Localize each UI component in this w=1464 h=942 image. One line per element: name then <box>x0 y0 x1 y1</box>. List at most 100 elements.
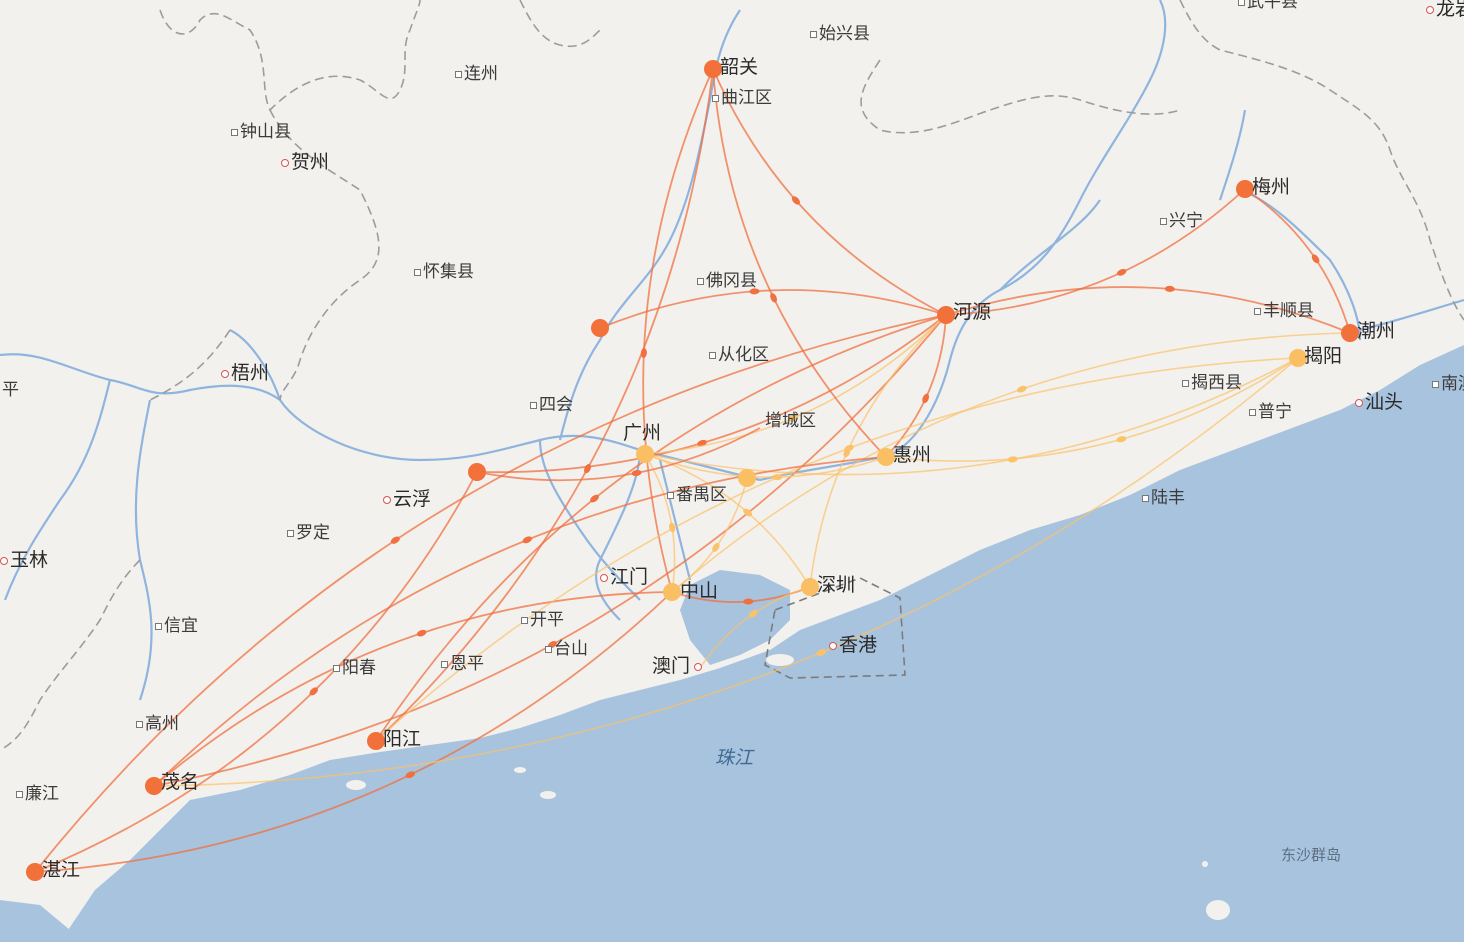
label-xinyi: 信宜 <box>155 618 198 635</box>
flow-line-heyuan-shenzhen <box>809 314 947 588</box>
label-xianggang: 香港 <box>829 636 877 655</box>
flow-particle <box>816 649 827 656</box>
city-node-huizhou[interactable] <box>877 448 895 466</box>
label-zhanjiang: 湛江 <box>42 859 81 881</box>
flow-particle <box>584 463 592 474</box>
square-marker-icon <box>441 660 448 668</box>
hk-border <box>764 577 906 679</box>
city-node-guangzhou[interactable] <box>636 445 654 463</box>
flow-particle <box>748 609 758 618</box>
label-huaiji: 怀集县 <box>414 264 474 281</box>
square-marker-icon <box>333 664 340 672</box>
red-circle-marker-icon <box>383 495 391 504</box>
flow-particle <box>791 196 801 205</box>
label-wuzhou: 梧州 <box>221 364 269 383</box>
label-shaoguan: 韶关 <box>720 56 759 78</box>
label-fogang: 佛冈县 <box>697 273 757 290</box>
square-marker-icon <box>709 351 716 359</box>
label-lianzhou: 连州 <box>455 66 498 83</box>
square-marker-icon <box>455 70 462 78</box>
square-marker-icon <box>1238 0 1245 6</box>
flow-line-shaoguan-huizhou <box>712 68 887 458</box>
flow-particle <box>743 598 754 605</box>
label-shantou: 汕头 <box>1355 393 1403 412</box>
city-node-shaoguan[interactable] <box>704 60 722 78</box>
city-node-zhanjiang[interactable] <box>26 863 44 881</box>
city-node-meizhou[interactable] <box>1236 180 1254 198</box>
flow-particle <box>522 536 533 544</box>
city-node-dongguan[interactable] <box>738 469 756 487</box>
square-marker-icon <box>1254 307 1261 315</box>
label-qujiang: 曲江区 <box>712 90 772 107</box>
square-marker-icon <box>1249 408 1256 416</box>
flow-particle <box>749 288 760 295</box>
label-panyu: 番禺区 <box>667 487 727 504</box>
label-meizhou: 梅州 <box>1252 176 1291 198</box>
flow-particle <box>590 494 599 503</box>
label-jieyang: 揭阳 <box>1304 345 1343 367</box>
square-marker-icon <box>1432 380 1439 388</box>
label-hezhou: 贺州 <box>281 153 329 172</box>
label-kaiping: 开平 <box>521 612 564 629</box>
flow-particle <box>922 393 930 404</box>
city-node-maoming[interactable] <box>145 777 163 795</box>
label-zhongshan: 中山 <box>680 580 719 602</box>
label-gaozhou: 高州 <box>136 716 179 733</box>
label-yunfu: 云浮 <box>383 490 431 509</box>
flow-particle <box>772 474 783 481</box>
flow-line-heyuan-guangzhou <box>644 314 947 455</box>
flow-line-heyuan-shaoguan <box>712 68 947 316</box>
flow-particle <box>631 469 642 477</box>
flow-particle <box>416 629 427 637</box>
city-node-chaozhou[interactable] <box>1341 324 1359 342</box>
square-marker-icon <box>155 622 162 630</box>
square-marker-icon <box>287 529 294 537</box>
red-circle-marker-icon <box>281 158 289 167</box>
square-marker-icon <box>545 645 552 653</box>
label-yulin: 玉林 <box>0 551 48 570</box>
label-conghua: 从化区 <box>709 347 769 364</box>
flow-line-zhaoqing-zengcheng <box>476 427 761 482</box>
city-node-qingyuan[interactable] <box>591 319 609 337</box>
square-marker-icon <box>231 128 238 136</box>
south-china-sea <box>0 345 1464 942</box>
flow-line-maoming-zhongshan <box>153 591 673 787</box>
square-marker-icon <box>697 277 704 285</box>
square-marker-icon <box>530 401 537 409</box>
square-marker-icon <box>712 94 719 102</box>
flow-line-heyuan-huizhou <box>885 314 947 458</box>
flow-particle <box>788 414 798 422</box>
label-zhongshan-county: 钟山县 <box>231 124 291 141</box>
red-circle-marker-icon <box>600 573 608 582</box>
label-nanao: 南澳 <box>1432 376 1464 393</box>
pearl-river-estuary <box>680 570 790 665</box>
square-marker-icon <box>1182 379 1189 387</box>
city-node-zhongshan[interactable] <box>663 583 681 601</box>
label-aomen: 澳门 <box>652 657 704 676</box>
label-lianjiang: 廉江 <box>16 786 59 803</box>
flow-particle <box>844 444 854 452</box>
flow-particle <box>390 536 400 544</box>
islands <box>346 516 1230 920</box>
city-node-jieyang[interactable] <box>1289 349 1307 367</box>
label-guangzhou: 广州 <box>623 422 662 444</box>
flow-particle <box>1311 254 1320 264</box>
square-marker-icon <box>414 268 421 276</box>
leizhou-strait <box>0 900 70 942</box>
city-node-heyuan[interactable] <box>937 306 955 324</box>
square-marker-icon <box>521 616 528 624</box>
flow-particle <box>405 771 416 779</box>
label-taishan: 台山 <box>545 641 588 658</box>
city-node-yangjiang[interactable] <box>367 732 385 750</box>
city-node-zhaoqing[interactable] <box>468 463 486 481</box>
label-luoding: 罗定 <box>287 525 330 542</box>
square-marker-icon <box>1142 494 1149 502</box>
flow-line-guangzhou-jieyang <box>644 357 1299 476</box>
flow-line-heyuan-meizhou <box>945 188 1246 316</box>
city-node-shenzhen[interactable] <box>801 578 819 596</box>
red-circle-marker-icon <box>1355 398 1363 407</box>
flow-particle <box>309 687 318 696</box>
